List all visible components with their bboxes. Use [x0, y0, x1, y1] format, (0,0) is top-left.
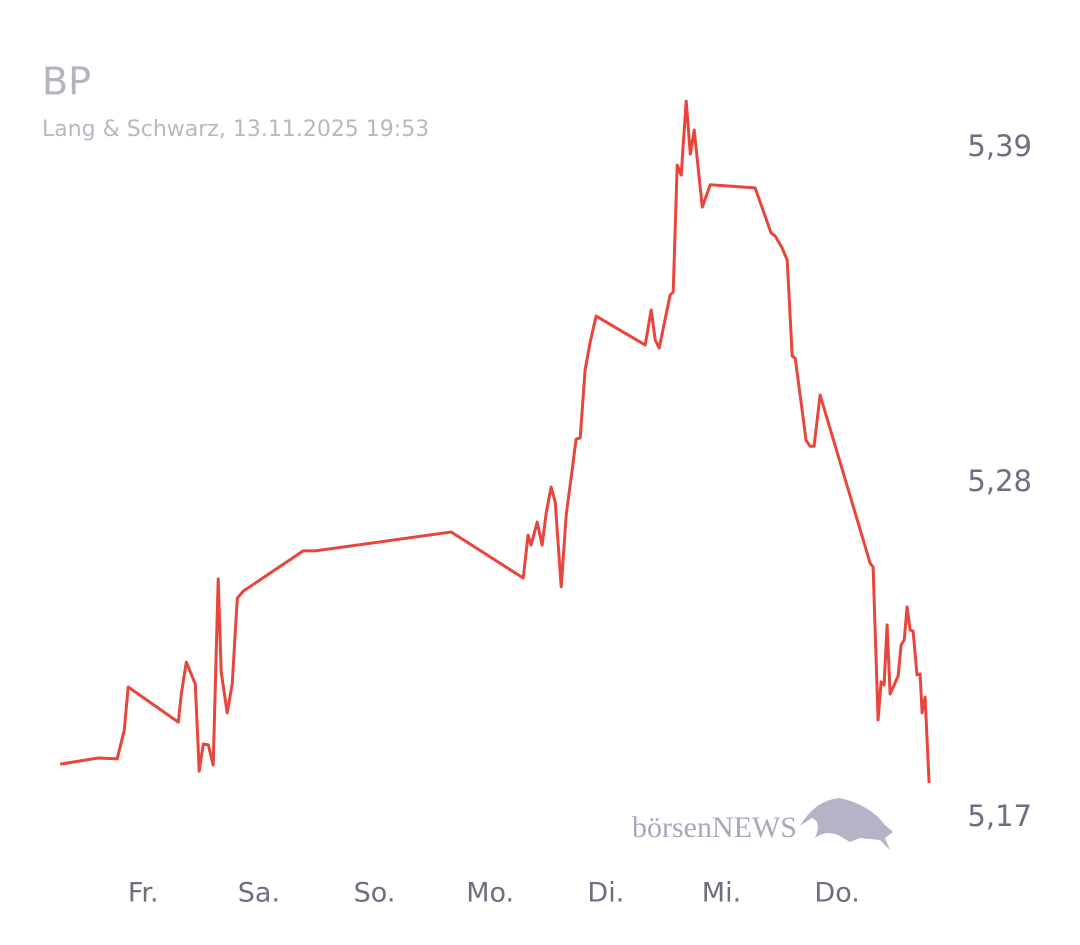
y-tick-label: 5,17 — [967, 799, 1032, 833]
y-tick-label: 5,39 — [967, 129, 1032, 163]
x-tick-label: So. — [354, 878, 396, 909]
y-tick-label: 5,28 — [967, 464, 1032, 498]
x-tick-label: Fr. — [128, 878, 159, 909]
x-tick-label: Do. — [814, 878, 859, 909]
chart-subtitle: Lang & Schwarz, 13.11.2025 19:53 — [42, 117, 429, 142]
watermark: börsenNEWS — [632, 811, 797, 844]
x-tick-label: Di. — [587, 878, 624, 909]
price-line — [59, 99, 931, 784]
chart-title: BP — [42, 60, 91, 104]
x-tick-label: Mo. — [466, 878, 514, 909]
watermark-bull — [800, 798, 893, 850]
x-tick-label: Mi. — [702, 878, 741, 909]
x-tick-label: Sa. — [238, 878, 280, 909]
